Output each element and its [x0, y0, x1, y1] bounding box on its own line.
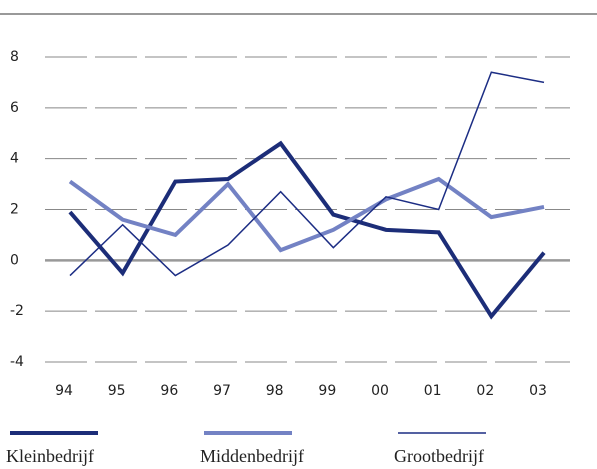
- x-tick-label: 99: [318, 383, 336, 399]
- x-tick-label: 97: [213, 383, 231, 399]
- y-tick-label: 8: [10, 49, 19, 65]
- legend-label: Middenbedrijf: [200, 446, 304, 466]
- x-tick-label: 02: [476, 383, 494, 399]
- y-tick-label: 6: [10, 100, 19, 116]
- y-tick-label: 2: [10, 202, 19, 218]
- series-line: [68, 140, 546, 320]
- x-tick-label: 98: [266, 383, 284, 399]
- x-tick-label: 96: [160, 383, 178, 399]
- legend-label: Kleinbedrijf: [6, 446, 94, 466]
- y-tick-label: 4: [10, 151, 19, 167]
- series-line: [69, 71, 545, 277]
- y-tick-label: -4: [10, 354, 24, 370]
- x-tick-label: 94: [55, 383, 73, 399]
- x-tick-label: 00: [371, 383, 389, 399]
- x-tick-label: 95: [108, 383, 126, 399]
- y-tick-label: -2: [10, 303, 24, 319]
- x-tick-label: 01: [424, 383, 442, 399]
- legend-label: Grootbedrijf: [394, 446, 484, 466]
- series-line: [68, 176, 545, 253]
- y-tick-label: 0: [10, 252, 19, 268]
- x-tick-label: 03: [529, 383, 547, 399]
